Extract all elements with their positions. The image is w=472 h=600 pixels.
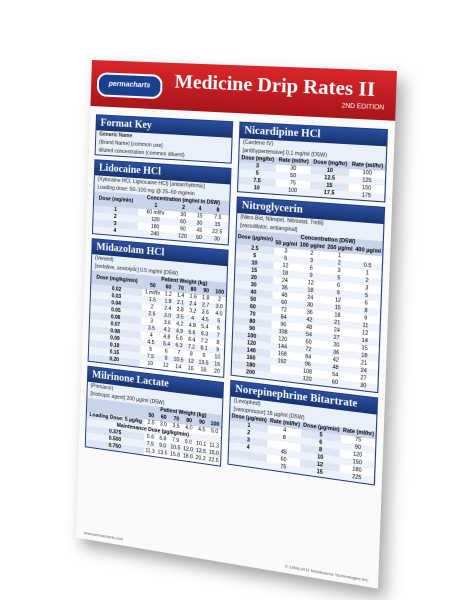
nitroglycerin-section: Nitroglycerin (Nitro-Bid, Nitropel, Nitr…	[231, 196, 386, 393]
norepinephrine-section: Norepinephrine Bitartrate (Levophed) [va…	[227, 380, 378, 486]
page-title: Medicine Drip Rates II	[174, 71, 375, 102]
table-cell: 120	[173, 233, 192, 242]
table-cell: 13.5	[156, 449, 169, 458]
title-banner: permacharts Medicine Drip Rates II 2ND E…	[90, 60, 397, 121]
permacharts-logo: permacharts	[97, 72, 163, 99]
table-cell: 20	[210, 368, 223, 377]
lidocaine-section: Lidocaine HCl (Xylocaine HCl, Lignocaine…	[92, 159, 232, 245]
table-cell: 175	[348, 191, 384, 201]
midazolam-table: Dose (mg/kg/min) Patient Weight (kg) 50 60 7…	[89, 270, 227, 377]
table-cell: 15.8	[169, 451, 182, 460]
table-cell: 16	[185, 365, 196, 373]
format-key-section: Format Key Generic Name (Brand Name) [co…	[95, 114, 234, 164]
table-cell: 18.0	[181, 453, 194, 462]
footer-copyright: © 1999-2011 Mindsource Technologies Inc.	[285, 563, 369, 582]
table-cell: 100	[275, 186, 310, 196]
nitroglycerin-table: Dose (µg/min) Concentration (D5W) 50 µg/ml…	[232, 230, 383, 392]
table-cell: 12	[160, 362, 171, 370]
table-cell	[269, 372, 293, 382]
edition-label: 2ND EDITION	[341, 103, 384, 111]
nicardipine-table: Dose (mg/hr) Rate (ml/hr) Dose (mg/hr) Rate…	[238, 155, 386, 202]
table-cell: 60	[192, 234, 206, 242]
midazolam-section: Midazolam HCl (Versed) [sedative, anxiol…	[88, 238, 229, 378]
right-column: Nicardipine HCl (Cardene IV) [antihypert…	[227, 122, 388, 490]
footer-url: www.permacharts.com	[84, 530, 124, 542]
table-cell: 10	[140, 360, 161, 370]
table-cell: 22.5	[207, 457, 220, 466]
lidocaine-table: Dose (mg/min) Concentration (mg/ml in D5W…	[93, 191, 229, 244]
table-cell: 17.5	[310, 189, 349, 199]
table-cell: 30	[206, 235, 228, 244]
left-column: Format Key Generic Name (Brand Name) [co…	[85, 114, 234, 471]
table-cell: 20.2	[194, 455, 207, 464]
nicardipine-section: Nicardipine HCl (Cardene IV) [antihypert…	[237, 122, 388, 203]
table-cell: 11.3	[144, 448, 156, 457]
quick-reference-sheet: permacharts Medicine Drip Rates II 2ND E…	[76, 60, 397, 589]
table-cell: 10	[238, 184, 276, 194]
milrinone-section: Milrinone Lactate (Primacor) [inotropic …	[85, 366, 224, 467]
